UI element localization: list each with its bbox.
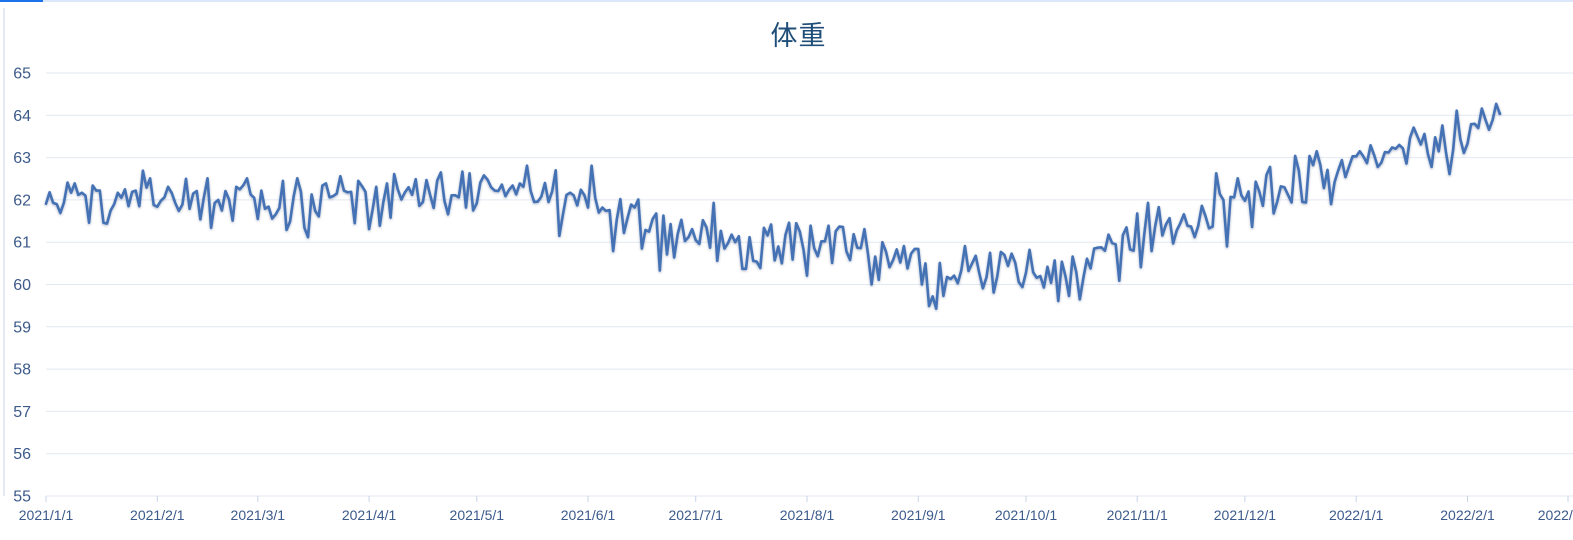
svg-text:2021/11/1: 2021/11/1 [1107, 507, 1168, 523]
svg-text:2021/7/1: 2021/7/1 [668, 507, 723, 523]
svg-text:2021/2/1: 2021/2/1 [130, 507, 185, 523]
svg-text:2021/12/1: 2021/12/1 [1214, 507, 1276, 523]
svg-text:58: 58 [13, 362, 31, 379]
svg-text:2022/1/1: 2022/1/1 [1329, 507, 1384, 523]
svg-text:2021/8/1: 2021/8/1 [780, 507, 835, 523]
svg-text:64: 64 [13, 108, 31, 125]
svg-text:62: 62 [13, 192, 31, 209]
svg-text:2021/3/1: 2021/3/1 [231, 507, 286, 523]
svg-text:2021/1/1: 2021/1/1 [19, 507, 74, 523]
svg-text:63: 63 [13, 150, 31, 167]
svg-text:2021/10/1: 2021/10/1 [995, 507, 1057, 523]
svg-text:2021/5/1: 2021/5/1 [450, 507, 505, 523]
svg-text:59: 59 [13, 319, 31, 336]
svg-text:2021/6/1: 2021/6/1 [561, 507, 616, 523]
svg-text:2021/9/1: 2021/9/1 [891, 507, 946, 523]
svg-text:57: 57 [13, 404, 31, 421]
svg-text:55: 55 [13, 489, 31, 506]
svg-text:60: 60 [13, 277, 31, 294]
svg-text:2022/2/1: 2022/2/1 [1440, 507, 1495, 523]
svg-text:2021/4/1: 2021/4/1 [342, 507, 397, 523]
svg-text:56: 56 [13, 446, 31, 463]
svg-text:65: 65 [13, 66, 31, 83]
svg-text:61: 61 [13, 235, 31, 252]
svg-text:2022/3/1: 2022/3/1 [1538, 507, 1573, 523]
